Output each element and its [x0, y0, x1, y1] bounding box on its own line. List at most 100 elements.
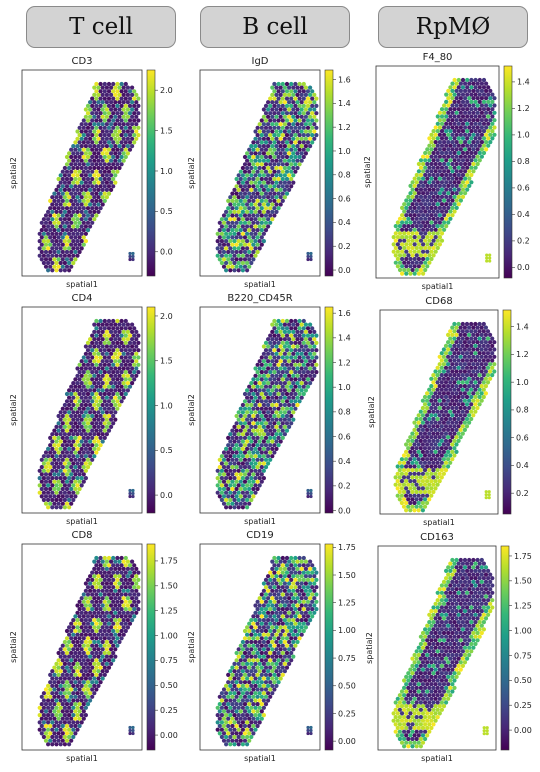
spot: [272, 592, 277, 597]
spot: [247, 435, 252, 440]
spot: [433, 249, 438, 254]
spot: [58, 720, 63, 725]
spot: [293, 154, 298, 160]
spot: [259, 435, 264, 440]
spot: [437, 183, 442, 188]
spot: [125, 329, 130, 334]
spot: [280, 370, 285, 375]
spot: [477, 343, 482, 348]
spot: [50, 490, 55, 495]
x-axis-label: spatial1: [244, 280, 276, 289]
spot: [287, 395, 292, 400]
spot: [64, 421, 70, 426]
spot: [272, 176, 277, 182]
spot: [416, 213, 421, 218]
spot-layer: [37, 318, 141, 510]
spot: [263, 443, 269, 448]
spot: [485, 351, 491, 356]
spot: [439, 409, 444, 414]
spot: [81, 479, 86, 484]
spot: [276, 81, 281, 87]
colorbar-tick-label: 1.0: [516, 378, 529, 387]
spot: [52, 213, 57, 218]
spot: [58, 669, 63, 674]
spot: [270, 381, 275, 386]
spot: [242, 399, 248, 404]
spot: [58, 268, 63, 273]
spot: [230, 206, 235, 211]
spot: [54, 224, 59, 229]
spot: [81, 147, 86, 152]
spot: [280, 169, 285, 174]
spot: [79, 395, 84, 400]
spot: [109, 424, 114, 429]
spot: [69, 147, 74, 152]
spot: [410, 260, 415, 265]
spot: [88, 158, 93, 163]
spot: [423, 194, 428, 199]
spot: [427, 224, 432, 229]
spot: [293, 103, 298, 108]
spot: [253, 180, 258, 185]
spot: [56, 716, 61, 721]
spot: [71, 432, 76, 437]
spot: [64, 723, 70, 729]
spot: [115, 643, 120, 648]
spot: [96, 209, 101, 214]
spot: [284, 154, 290, 160]
spot: [308, 322, 313, 327]
spot: [299, 381, 304, 386]
spot: [62, 246, 67, 251]
spot: [408, 471, 413, 476]
spot: [249, 195, 254, 200]
spot: [420, 398, 425, 403]
spot: [228, 246, 233, 251]
spot: [102, 176, 107, 182]
spot: [287, 581, 292, 586]
spot: [425, 161, 430, 167]
spot: [312, 337, 317, 342]
spot: [274, 559, 279, 564]
spot: [104, 402, 109, 408]
spot: [123, 555, 128, 561]
spot: [276, 184, 281, 189]
spot: [245, 476, 250, 481]
spot: [83, 596, 88, 601]
spot: [475, 103, 480, 108]
spot: [236, 490, 241, 495]
spot: [282, 566, 287, 572]
spot: [490, 136, 495, 141]
spot: [442, 183, 447, 188]
spot: [305, 118, 311, 123]
spot: [299, 366, 304, 371]
spot: [278, 187, 283, 192]
spot: [109, 654, 114, 659]
spot: [60, 235, 65, 240]
spot: [117, 395, 122, 400]
spot: [452, 187, 457, 192]
spot: [284, 125, 290, 130]
colorbar: [502, 309, 512, 515]
spot: [251, 169, 256, 174]
spot: [39, 723, 44, 729]
spot: [113, 158, 118, 163]
spot: [64, 687, 70, 692]
spot: [406, 209, 411, 214]
spot: [71, 647, 76, 652]
spot: [64, 680, 70, 685]
spot: [414, 424, 419, 429]
spot: [312, 373, 317, 378]
spot: [249, 165, 254, 171]
spot: [83, 165, 88, 171]
spot: [60, 176, 65, 182]
spot: [439, 402, 444, 407]
spot: [127, 607, 133, 612]
spot: [81, 421, 86, 426]
spot: [253, 410, 258, 415]
spot: [463, 132, 468, 137]
spot: [85, 362, 91, 367]
spot: [79, 187, 84, 192]
spot: [234, 413, 239, 419]
spot: [458, 347, 463, 352]
spot: [450, 88, 455, 93]
